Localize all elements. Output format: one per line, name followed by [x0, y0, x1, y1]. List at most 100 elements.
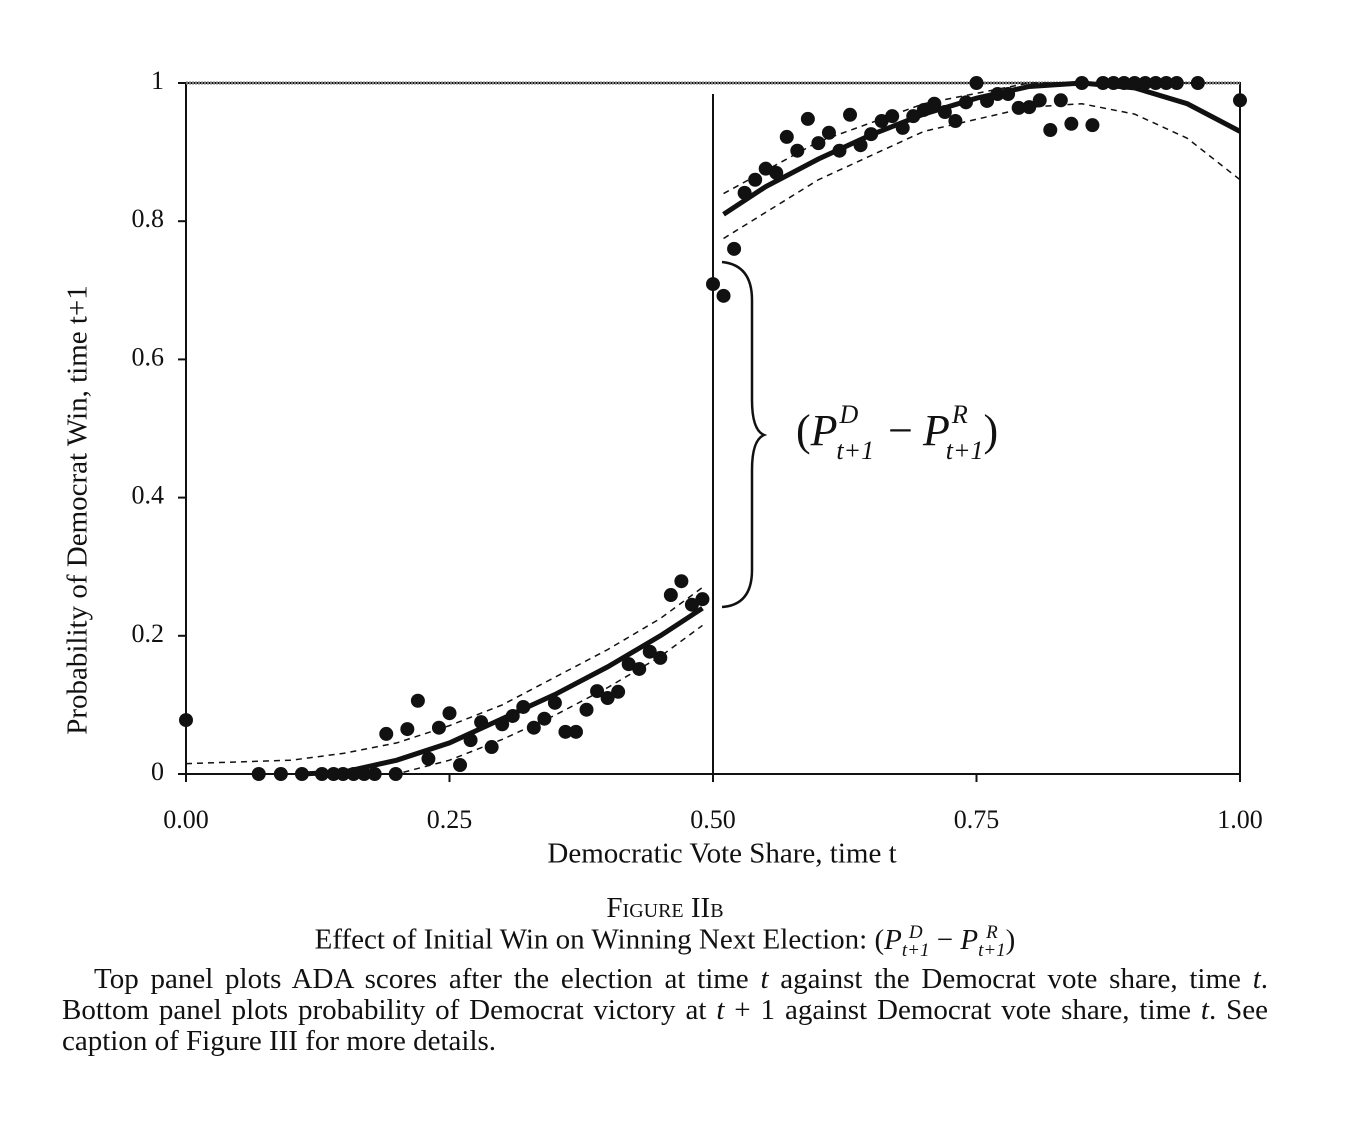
figure-label: Figure IIb [606, 892, 724, 924]
data-point [779, 129, 794, 144]
y-tick-label: 0.6 [132, 342, 165, 371]
data-point [853, 138, 868, 153]
superscript: D [839, 400, 859, 429]
data-point [821, 125, 836, 140]
minus: − [888, 406, 913, 455]
data-point [516, 699, 531, 714]
data-point [843, 107, 858, 122]
data-point [1169, 76, 1184, 90]
text: + 1 against Democrat vote share, time [724, 994, 1201, 1026]
data-point [1074, 76, 1089, 90]
data-point [684, 597, 699, 612]
data-point [800, 111, 815, 126]
data-point [410, 693, 425, 708]
data-point [980, 93, 995, 108]
confidence-line [723, 102, 1241, 240]
data-point [969, 76, 984, 90]
data-point [357, 767, 372, 781]
data-point [495, 717, 510, 732]
paren: ) [1005, 923, 1016, 956]
superscript: D [908, 922, 923, 943]
y-axis-label: Probability of Democrat Win, time t+1 [62, 285, 94, 735]
data-point [832, 143, 847, 158]
caption-text: Top panel plots ADA scores after the ele… [62, 964, 1268, 1057]
data-point [1064, 116, 1079, 131]
data-point [790, 143, 805, 158]
paren: ( [874, 923, 885, 956]
italic-text: t [760, 963, 769, 995]
italic-text: t [1252, 963, 1261, 995]
data-point [727, 241, 742, 256]
data-point [179, 713, 193, 728]
text: Top panel plots ADA scores after the ele… [94, 963, 761, 995]
paren: ( [796, 406, 811, 455]
data-point [653, 650, 668, 665]
data-point [294, 767, 309, 781]
x-axis-label: Democratic Vote Share, time t [547, 838, 896, 870]
data-point [663, 588, 678, 603]
data-point [1127, 76, 1142, 90]
annotation: (PD t+1− PR t+1) [796, 400, 998, 465]
data-point [547, 695, 562, 710]
data-point [1032, 93, 1047, 108]
data-point [864, 127, 879, 142]
subscript: t+1 [836, 436, 874, 465]
italic-text: t [716, 994, 725, 1026]
data-point [314, 767, 329, 781]
data-point [590, 684, 605, 699]
data-point [642, 644, 657, 659]
symbol: P [884, 923, 902, 956]
caption: Figure IIb Effect of Initial Win on Winn… [62, 893, 1268, 1057]
data-point [421, 751, 436, 766]
data-point [906, 109, 921, 124]
data-point [463, 733, 478, 748]
subscript: t+1 [901, 940, 930, 961]
data-point [431, 720, 446, 735]
data-point [769, 165, 784, 180]
y-tick-label: 0.2 [132, 619, 165, 648]
chart: Democratic Vote Share, time t Probabilit… [62, 66, 1263, 870]
data-point [674, 574, 689, 589]
x-tick-label: 0.00 [163, 805, 209, 834]
data-point [748, 172, 763, 187]
text: . Bottom panel plots probability of Demo… [62, 963, 1268, 1026]
data-point [716, 288, 731, 303]
x-tick-label: 0.75 [954, 805, 1000, 834]
data-point [453, 758, 468, 773]
data-point [1053, 93, 1068, 108]
data-point [474, 715, 489, 730]
data-point [505, 708, 520, 723]
data-point [990, 87, 1005, 102]
x-tick-label: 0.50 [690, 805, 736, 834]
x-tick-label: 0.25 [427, 805, 473, 834]
data-point [948, 114, 963, 129]
text: . See caption of Figure III for more det… [62, 994, 1268, 1057]
data-point [336, 767, 351, 781]
data-point [568, 724, 583, 739]
x-tick-label: 1.00 [1217, 805, 1263, 834]
caption-title: Effect of Initial Win on Winning Next El… [62, 923, 1268, 960]
data-point [811, 136, 826, 151]
data-point [1085, 118, 1100, 133]
data-point [346, 767, 361, 781]
y-tick-label: 0.8 [132, 204, 165, 233]
data-point [916, 102, 931, 117]
subscript: t+1 [978, 940, 1006, 961]
data-point [874, 114, 889, 129]
confidence-line [185, 586, 703, 765]
brace [721, 260, 768, 609]
data-point [251, 767, 266, 781]
data-point [895, 120, 910, 135]
y-tick-label: 0 [151, 757, 164, 786]
data-point [1043, 122, 1058, 137]
data-point [1095, 76, 1110, 90]
data-point [632, 661, 647, 676]
data-point [273, 767, 288, 781]
minus: − [936, 923, 954, 956]
data-point [1106, 76, 1121, 90]
confidence-line [238, 624, 703, 775]
data-point [537, 711, 552, 726]
